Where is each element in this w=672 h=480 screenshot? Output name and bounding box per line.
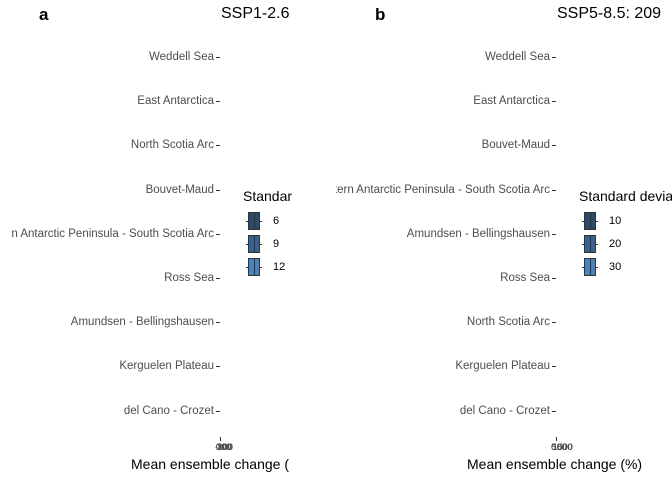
category-label-b: Ross Sea bbox=[500, 272, 550, 284]
legend-key-a bbox=[246, 258, 262, 276]
legend-label-b: 30 bbox=[609, 261, 622, 273]
legend-key-b bbox=[582, 258, 598, 276]
category-label-b: Weddell Sea bbox=[485, 51, 550, 63]
category-label-a: Weddell Sea bbox=[149, 51, 214, 63]
x-tick-label-a: 300 bbox=[217, 442, 233, 452]
y-tick-a bbox=[216, 145, 220, 147]
category-label-a: Kerguelen Plateau bbox=[119, 360, 214, 373]
x-axis-label-b: Mean ensemble change (%) bbox=[467, 456, 643, 472]
x-tick-b bbox=[556, 437, 557, 441]
y-tick-a bbox=[216, 278, 220, 279]
y-tick-a bbox=[216, 366, 220, 368]
y-tick-b bbox=[552, 366, 556, 368]
category-label-a: del Cano - Crozet bbox=[123, 404, 214, 417]
legend-title-b: Standard devia bbox=[579, 188, 672, 204]
category-label-a: Ross Sea bbox=[164, 272, 214, 284]
y-tick-b bbox=[552, 57, 556, 58]
category-label-b: North Scotia Arc bbox=[466, 316, 550, 329]
x-tick-label-a: -100 bbox=[215, 442, 234, 452]
x-tick-label-a: 0 bbox=[215, 442, 221, 452]
y-tick-a bbox=[216, 322, 220, 324]
panel-title-b: SSP5-8.5: 209 bbox=[557, 5, 662, 22]
y-tick-b bbox=[552, 233, 556, 235]
panel-letter-b: b bbox=[375, 5, 386, 24]
category-label-a: East Antarctica bbox=[137, 95, 214, 108]
x-tick-label-a: 100 bbox=[216, 442, 232, 452]
legend-label-a: 12 bbox=[273, 261, 286, 273]
category-label-a: Amundsen - Bellingshausen bbox=[70, 316, 214, 329]
category-label-b: Kerguelen Plateau bbox=[455, 360, 550, 373]
category-label-a: Bouvet-Maud bbox=[145, 183, 214, 196]
y-tick-b bbox=[552, 322, 556, 324]
legend-key-a bbox=[246, 235, 262, 253]
y-tick-b bbox=[552, 145, 556, 147]
legend-label-b: 10 bbox=[609, 215, 622, 227]
y-tick-a bbox=[216, 57, 220, 58]
category-label-b: Western Antarctic Peninsula - South Scot… bbox=[336, 183, 550, 196]
panel-title-a: SSP1-2.6 bbox=[221, 5, 290, 22]
x-tick-label-b: 1500 bbox=[552, 442, 573, 452]
panel-letter-a: a bbox=[39, 5, 49, 24]
y-tick-b bbox=[552, 189, 556, 191]
legend-key-b bbox=[582, 212, 598, 230]
legend-title-a: Standar bbox=[243, 188, 293, 204]
y-tick-b bbox=[552, 410, 556, 412]
category-label-b: East Antarctica bbox=[473, 95, 550, 108]
x-axis-label-a: Mean ensemble change ( bbox=[131, 456, 289, 472]
category-label-b: Bouvet-Maud bbox=[481, 139, 550, 152]
x-tick-label-b: 500 bbox=[551, 442, 567, 452]
category-label-a: n Antarctic Peninsula - South Scotia Arc bbox=[11, 227, 214, 240]
y-tick-a bbox=[216, 189, 220, 191]
chart-panel-b: b SSP5-8.5: 209 Weddell Sea East Antarcti… bbox=[336, 0, 672, 480]
y-tick-a bbox=[216, 101, 220, 103]
legend-label-a: 9 bbox=[273, 238, 280, 250]
y-tick-b bbox=[552, 278, 556, 279]
y-tick-a bbox=[216, 233, 220, 235]
category-label-b: Amundsen - Bellingshausen bbox=[406, 227, 550, 240]
x-tick-label-b: 1000 bbox=[552, 442, 573, 452]
legend-label-a: 6 bbox=[273, 215, 280, 227]
category-label-b: del Cano - Crozet bbox=[459, 404, 550, 417]
y-tick-b bbox=[552, 101, 556, 103]
y-tick-a bbox=[216, 410, 220, 412]
legend-label-b: 20 bbox=[609, 238, 622, 250]
x-tick-label-a: 200 bbox=[216, 442, 232, 452]
legend-key-b bbox=[582, 235, 598, 253]
category-label-a: North Scotia Arc bbox=[130, 139, 214, 152]
legend-key-a bbox=[246, 212, 262, 230]
x-tick-a bbox=[220, 437, 221, 441]
x-tick-label-b: 0 bbox=[551, 442, 557, 452]
chart-panel-a: a SSP1-2.6 Weddell Sea East Antarctica Nor… bbox=[11, 5, 293, 472]
